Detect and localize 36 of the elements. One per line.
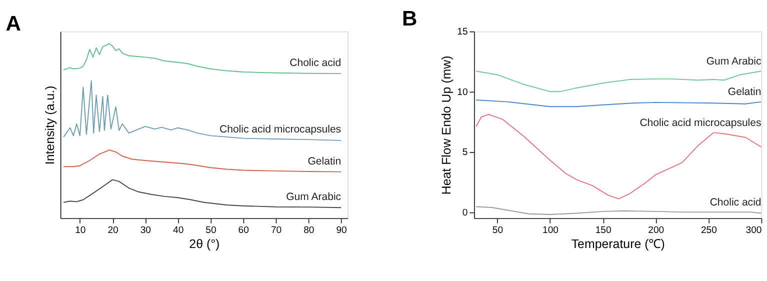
- x-tick-label: 20: [108, 224, 118, 236]
- series-label: Cholic acid microcapsules: [220, 123, 342, 136]
- x-tick-label: 40: [173, 224, 184, 236]
- series-label: Gelatin: [308, 155, 342, 168]
- x-axis-title: 2θ (°): [189, 237, 220, 252]
- y-tick-label: 15: [457, 26, 468, 38]
- y-axis-title: Intensity (a.u.): [43, 86, 58, 165]
- x-tick-label: 150: [595, 224, 612, 236]
- x-tick-label: 70: [270, 224, 282, 236]
- series-label: Gum Arabic: [706, 55, 762, 68]
- series-label: Cholic acid: [290, 57, 342, 70]
- x-tick-label: 80: [304, 224, 314, 236]
- x-tick-label: 90: [336, 224, 347, 236]
- x-tick-label: 50: [492, 224, 504, 236]
- x-tick-label: 100: [542, 224, 558, 236]
- x-tick-label: 10: [75, 224, 86, 236]
- y-axis-title: Heat Flow Endo Up (mw): [439, 56, 454, 195]
- x-tick-label: 200: [648, 224, 664, 236]
- series-label: Cholic acid: [710, 196, 762, 208]
- series-label: Gelatin: [728, 86, 762, 98]
- y-tick-label: 5: [462, 147, 468, 158]
- x-tick-label: 250: [700, 224, 717, 236]
- x-tick-label: 30: [140, 224, 151, 236]
- line-series: [476, 114, 762, 200]
- x-tick-label: 60: [238, 224, 249, 236]
- y-tick-label: 10: [457, 86, 468, 98]
- series-label: Cholic acid microcapsules: [640, 116, 762, 129]
- x-tick-label: 300: [746, 224, 762, 236]
- x-axis-title: Temperature (℃): [571, 237, 665, 252]
- y-tick-label: 0: [462, 207, 468, 218]
- line-series: [476, 206, 762, 215]
- series-label: Gum Arabic: [286, 191, 342, 204]
- chart-title: B: [402, 8, 418, 31]
- x-tick-label: 50: [206, 224, 216, 236]
- chart-title: A: [6, 12, 21, 36]
- line-series: [476, 100, 762, 108]
